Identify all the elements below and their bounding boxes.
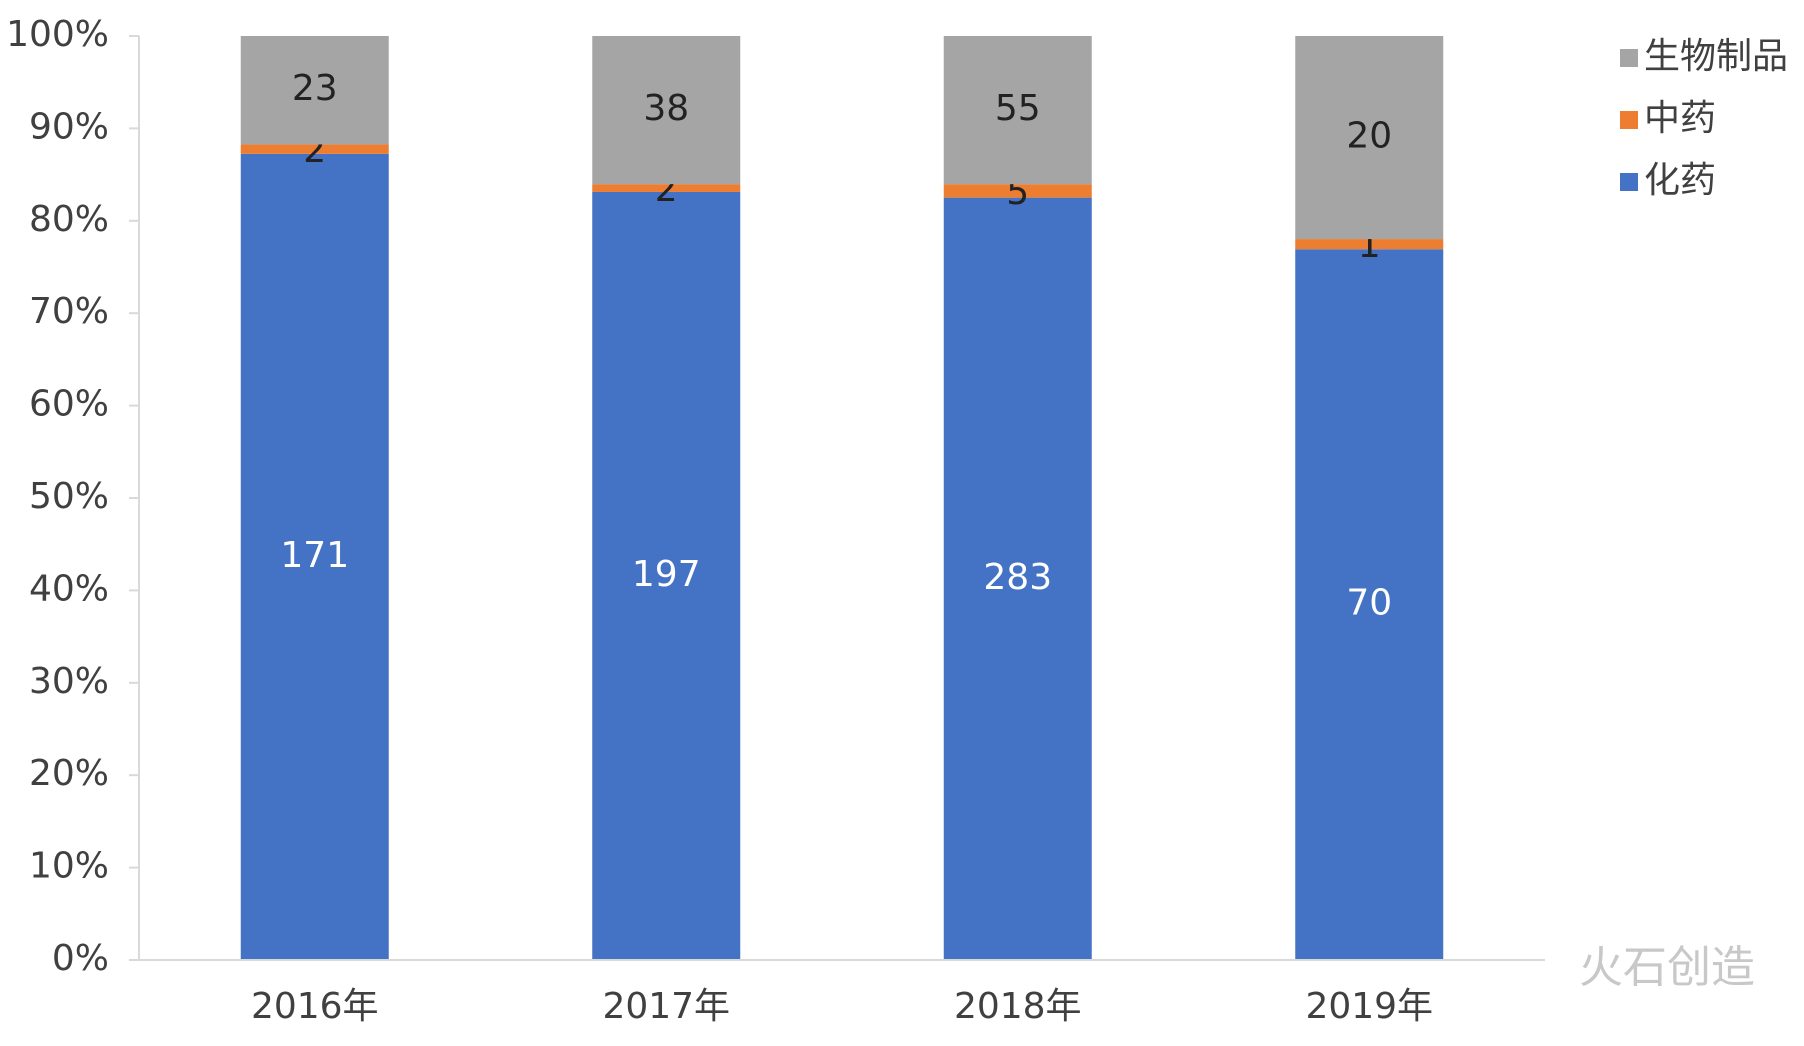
data-label: 38: [643, 88, 689, 129]
bar-segment: [240, 144, 389, 154]
bar-segment: [1295, 239, 1444, 250]
y-tick-label: 0%: [52, 938, 109, 979]
y-tick-label: 50%: [29, 476, 109, 517]
data-label: 55: [995, 88, 1041, 129]
bar-segment: [592, 184, 741, 192]
data-label: 171: [280, 535, 349, 576]
y-tick-label: 100%: [6, 14, 109, 55]
y-tick-label: 10%: [29, 846, 109, 887]
legend-label: 生物制品: [1644, 36, 1788, 77]
data-label: 70: [1346, 583, 1392, 624]
legend-label: 化药: [1644, 160, 1716, 201]
data-label: 283: [983, 557, 1052, 598]
y-tick-label: 90%: [29, 106, 109, 147]
y-tick-label: 40%: [29, 568, 109, 609]
bar-segment: [240, 153, 389, 960]
data-label: 23: [292, 68, 338, 109]
y-tick-label: 30%: [29, 661, 109, 702]
legend-label: 中药: [1644, 98, 1716, 139]
bar-segment: [943, 184, 1092, 198]
x-tick-label: 2019年: [1305, 986, 1433, 1027]
data-label: 197: [632, 554, 701, 595]
watermark: 火石创造: [1579, 942, 1755, 993]
y-tick-label: 70%: [29, 291, 109, 332]
bar-segment: [592, 191, 741, 961]
bar-segment: [943, 36, 1092, 185]
bar-segment: [592, 36, 741, 185]
x-tick-label: 2018年: [954, 986, 1082, 1027]
bar-segment: [943, 197, 1092, 960]
y-tick-label: 20%: [29, 753, 109, 794]
legend-swatch: [1620, 49, 1638, 67]
bar-segment: [1295, 36, 1444, 240]
bar-segment: [240, 36, 389, 145]
data-label: 20: [1346, 116, 1392, 157]
y-tick-label: 80%: [29, 199, 109, 240]
legend-swatch: [1620, 111, 1638, 129]
x-tick-label: 2016年: [251, 986, 379, 1027]
y-tick-label: 60%: [29, 384, 109, 425]
bar-segment: [1295, 249, 1444, 960]
legend-swatch: [1620, 173, 1638, 191]
x-tick-label: 2017年: [602, 986, 730, 1027]
